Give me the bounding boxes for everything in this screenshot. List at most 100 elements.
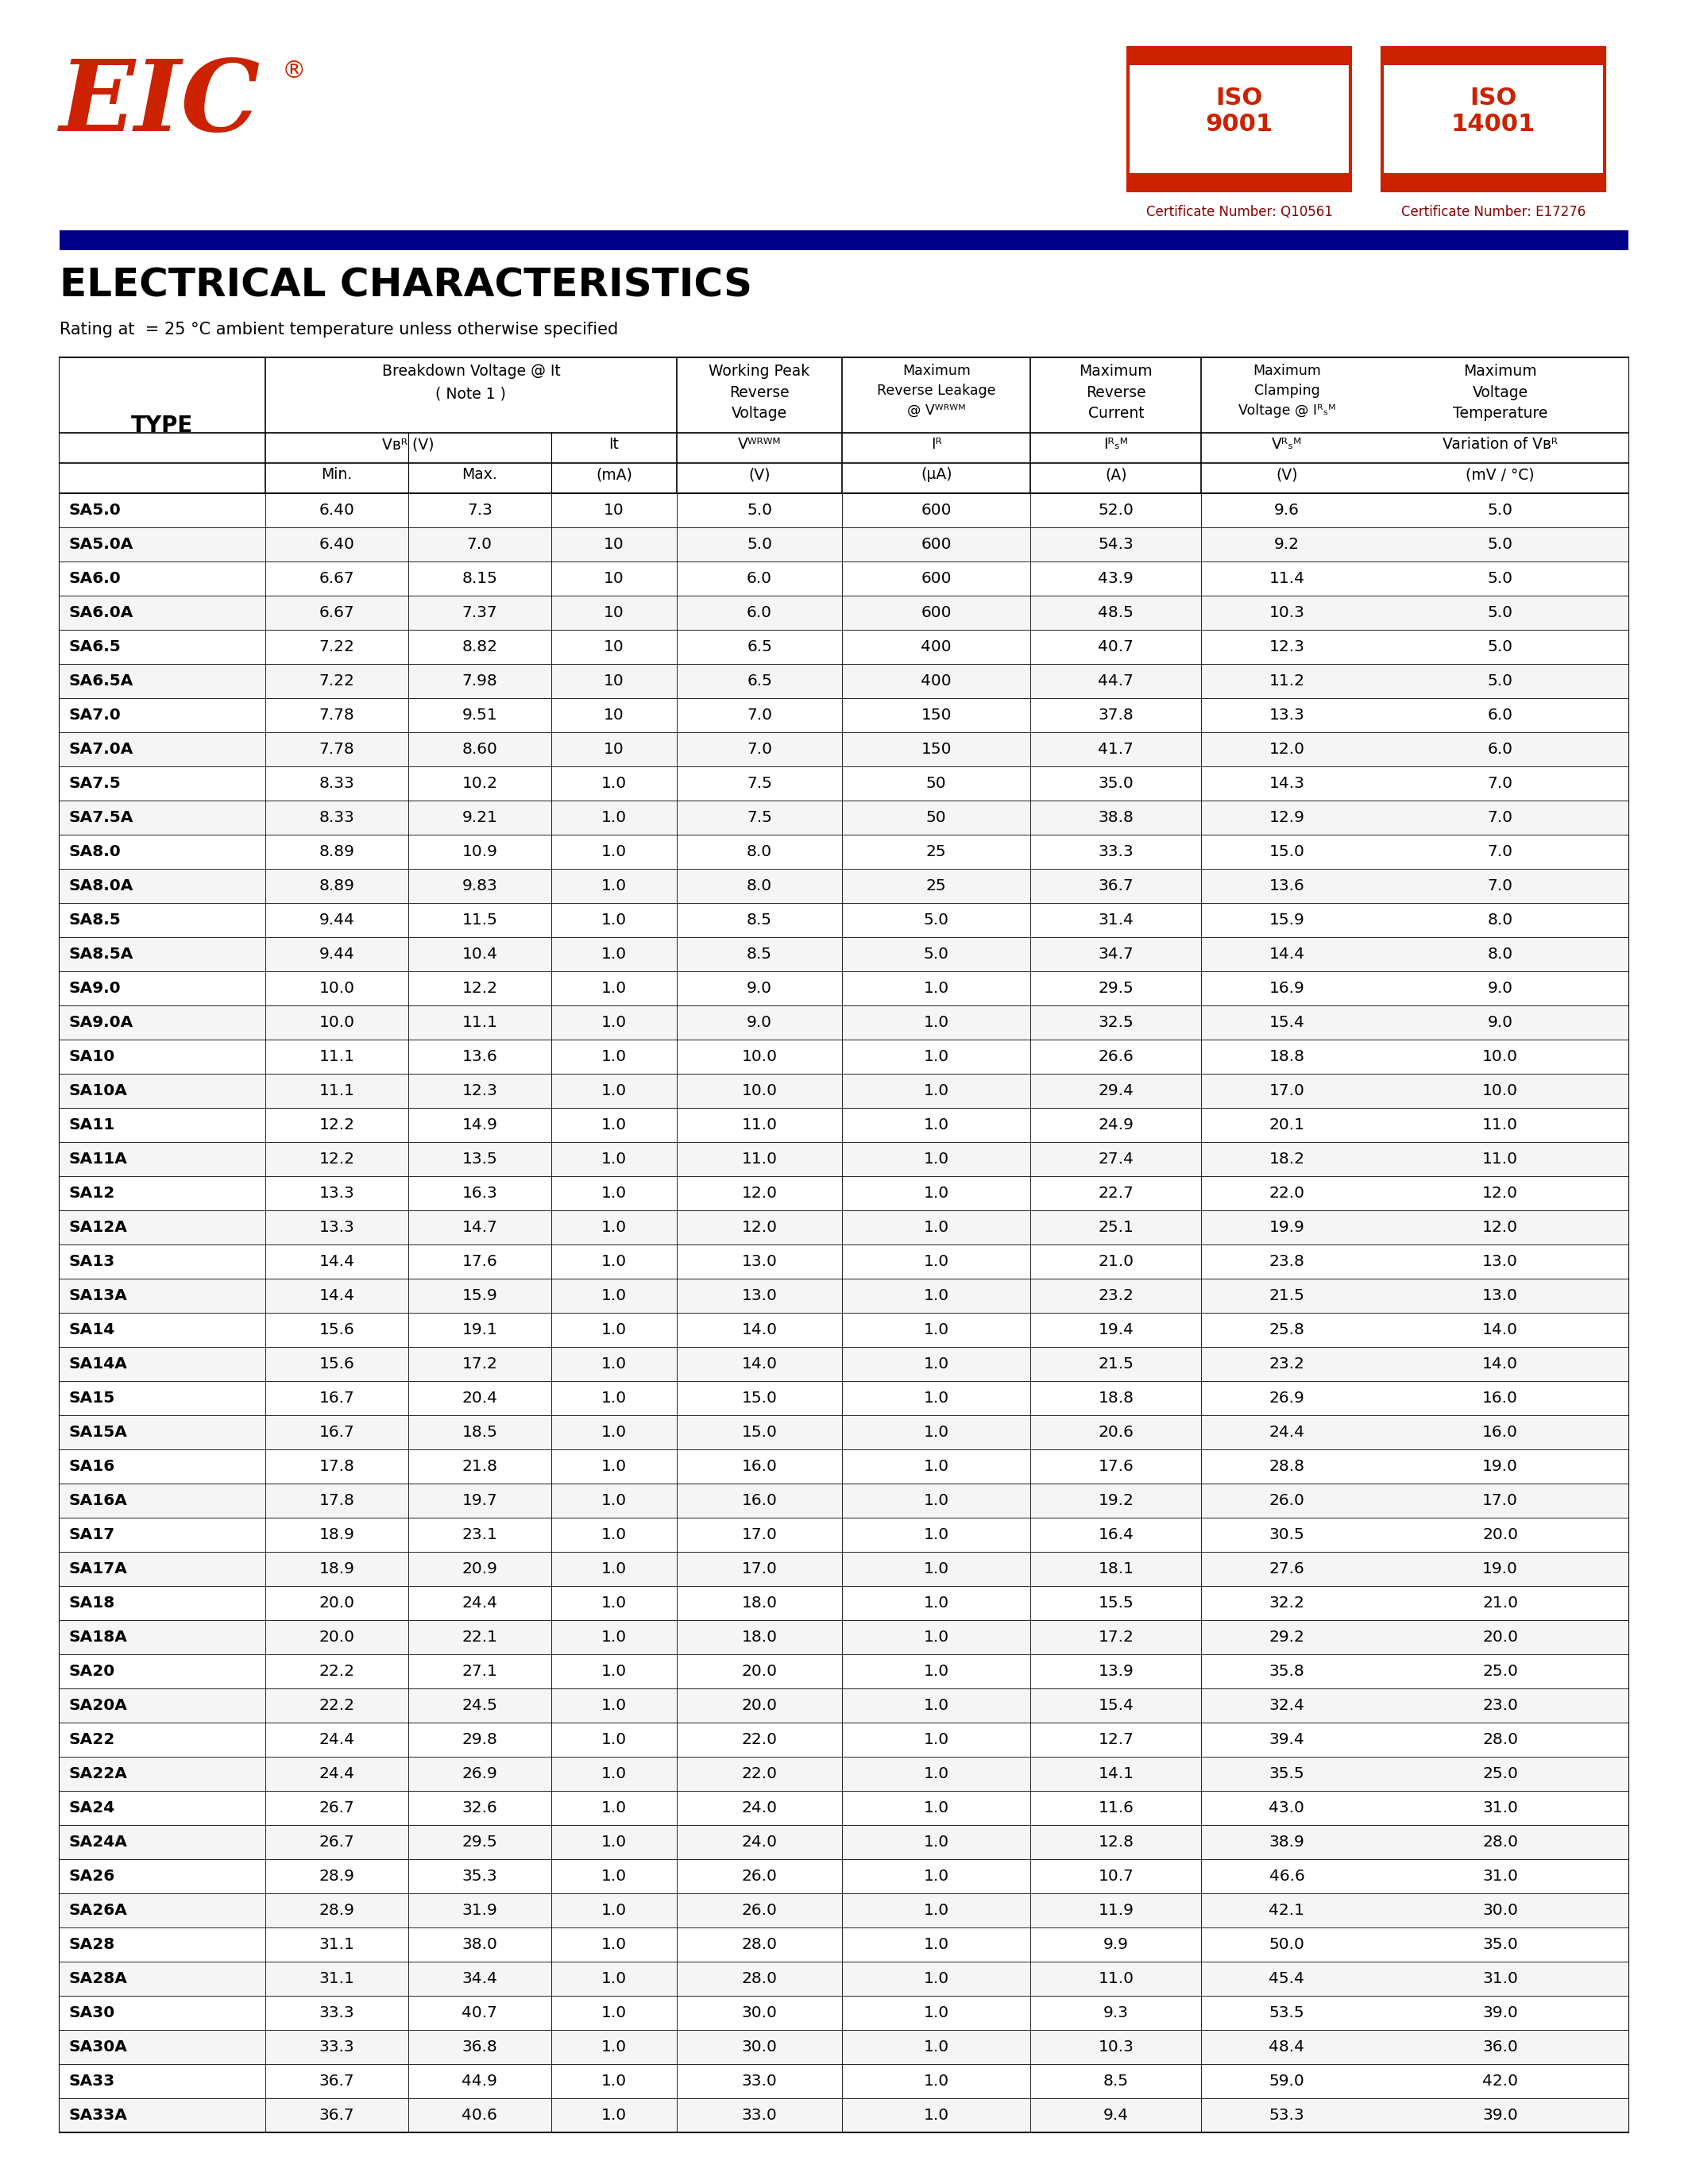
Text: 1.0: 1.0 (601, 1151, 626, 1166)
Text: 1.0: 1.0 (923, 2040, 949, 2055)
Text: 1.0: 1.0 (601, 1083, 626, 1099)
Text: 1.0: 1.0 (923, 1527, 949, 1542)
Text: 50: 50 (927, 775, 947, 791)
Text: 1.0: 1.0 (923, 1835, 949, 1850)
Text: 10.9: 10.9 (463, 845, 498, 858)
Text: 6.67: 6.67 (319, 605, 354, 620)
Text: 1.0: 1.0 (601, 845, 626, 858)
Text: 13.9: 13.9 (1099, 1664, 1134, 1679)
Text: 15.0: 15.0 (741, 1391, 776, 1406)
Text: 6.67: 6.67 (319, 570, 354, 585)
Text: 28.8: 28.8 (1269, 1459, 1305, 1474)
Text: 32.6: 32.6 (463, 1800, 498, 1815)
Bar (59, 1553, 1629, 1586)
Text: 1.0: 1.0 (923, 1083, 949, 1099)
Text: 17.6: 17.6 (463, 1254, 498, 1269)
Text: 5.0: 5.0 (746, 537, 771, 553)
Text: 1.0: 1.0 (923, 1937, 949, 1952)
Text: 14.4: 14.4 (1269, 946, 1305, 961)
Text: EIC: EIC (59, 55, 260, 153)
Text: 9.51: 9.51 (463, 708, 498, 723)
Text: 1.0: 1.0 (601, 1289, 626, 1304)
Bar (59, 1791, 1629, 1826)
Text: 53.5: 53.5 (1269, 2005, 1305, 2020)
Text: 38.8: 38.8 (1099, 810, 1134, 826)
Text: 13.6: 13.6 (1269, 878, 1305, 893)
Text: 1.0: 1.0 (923, 1562, 949, 1577)
Text: Maximum
Voltage
Temperature: Maximum Voltage Temperature (1453, 365, 1548, 422)
Text: 12.0: 12.0 (741, 1221, 778, 1234)
Text: SA6.5: SA6.5 (69, 640, 122, 655)
Text: 33.3: 33.3 (319, 2040, 354, 2055)
Text: 13.6: 13.6 (463, 1048, 498, 1064)
Text: 9.9: 9.9 (1104, 1937, 1129, 1952)
Text: 36.7: 36.7 (319, 2073, 354, 2088)
Bar (59, 1483, 1629, 1518)
Bar (59, 902, 1629, 937)
Bar (59, 526, 1629, 561)
Text: 6.40: 6.40 (319, 502, 354, 518)
Bar (59, 1996, 1629, 2029)
Text: 10.0: 10.0 (741, 1083, 778, 1099)
Text: 11.1: 11.1 (319, 1048, 354, 1064)
Text: 22.0: 22.0 (741, 1767, 778, 1782)
Bar (59, 1961, 1629, 1996)
Text: 28.0: 28.0 (741, 1972, 778, 1985)
Text: 6.40: 6.40 (319, 537, 354, 553)
Text: 28.0: 28.0 (1482, 1732, 1518, 1747)
Text: 53.3: 53.3 (1269, 2108, 1305, 2123)
Bar (59, 1621, 1629, 1653)
Text: 12.7: 12.7 (1099, 1732, 1134, 1747)
Text: 1.0: 1.0 (601, 1118, 626, 1133)
Text: 11.1: 11.1 (319, 1083, 354, 1099)
Text: 16.9: 16.9 (1269, 981, 1305, 996)
Text: 1.0: 1.0 (923, 1870, 949, 1885)
Text: Certificate Number: Q10561: Certificate Number: Q10561 (1146, 205, 1332, 218)
Text: SA17A: SA17A (69, 1562, 128, 1577)
Text: 10.7: 10.7 (1099, 1870, 1134, 1885)
Bar (59, 596, 1629, 629)
Text: 6.0: 6.0 (746, 570, 771, 585)
Text: SA10: SA10 (69, 1048, 115, 1064)
Text: 20.0: 20.0 (319, 1629, 354, 1645)
Text: 1.0: 1.0 (601, 1562, 626, 1577)
Text: 8.60: 8.60 (463, 743, 498, 758)
Text: 32.2: 32.2 (1269, 1597, 1305, 1610)
Text: SA11: SA11 (69, 1118, 115, 1133)
Bar (59, 869, 1629, 902)
Text: 18.9: 18.9 (319, 1527, 354, 1542)
Text: Working Peak
Reverse
Voltage: Working Peak Reverse Voltage (709, 365, 810, 422)
Text: 9.4: 9.4 (1104, 2108, 1129, 2123)
Text: 16.3: 16.3 (463, 1186, 498, 1201)
Text: ELECTRICAL CHARACTERISTICS: ELECTRICAL CHARACTERISTICS (59, 266, 753, 304)
Text: 7.3: 7.3 (468, 502, 493, 518)
Text: 5.0: 5.0 (1487, 640, 1512, 655)
Text: SA15A: SA15A (69, 1424, 128, 1439)
Text: 23.0: 23.0 (1482, 1697, 1518, 1712)
Text: 1.0: 1.0 (923, 1391, 949, 1406)
Bar (59, 494, 1629, 526)
Text: 33.0: 33.0 (741, 2073, 776, 2088)
Text: 17.6: 17.6 (1099, 1459, 1134, 1474)
Text: 1.0: 1.0 (923, 1972, 949, 1985)
Text: 13.3: 13.3 (1269, 708, 1305, 723)
Text: 10: 10 (604, 708, 625, 723)
Text: 16.0: 16.0 (1482, 1424, 1518, 1439)
Text: 39.4: 39.4 (1269, 1732, 1305, 1747)
Text: Maximum
Clamping
Voltage @ Iᴿₛᴹ: Maximum Clamping Voltage @ Iᴿₛᴹ (1237, 365, 1335, 417)
Text: 15.4: 15.4 (1099, 1697, 1134, 1712)
Text: 22.7: 22.7 (1099, 1186, 1134, 1201)
Text: 26.9: 26.9 (1269, 1391, 1305, 1406)
Text: 16.0: 16.0 (741, 1459, 776, 1474)
Text: 9.0: 9.0 (1487, 1016, 1512, 1031)
Text: 600: 600 (922, 502, 952, 518)
Bar (59, 1040, 1629, 1075)
Text: 1.0: 1.0 (601, 810, 626, 826)
Text: 1.0: 1.0 (923, 2005, 949, 2020)
Bar (59, 937, 1629, 972)
Text: 59.0: 59.0 (1269, 2073, 1305, 2088)
Text: 1.0: 1.0 (601, 1697, 626, 1712)
Text: 1.0: 1.0 (923, 1186, 949, 1201)
Text: SA12A: SA12A (69, 1221, 128, 1234)
Text: 32.4: 32.4 (1269, 1697, 1305, 1712)
